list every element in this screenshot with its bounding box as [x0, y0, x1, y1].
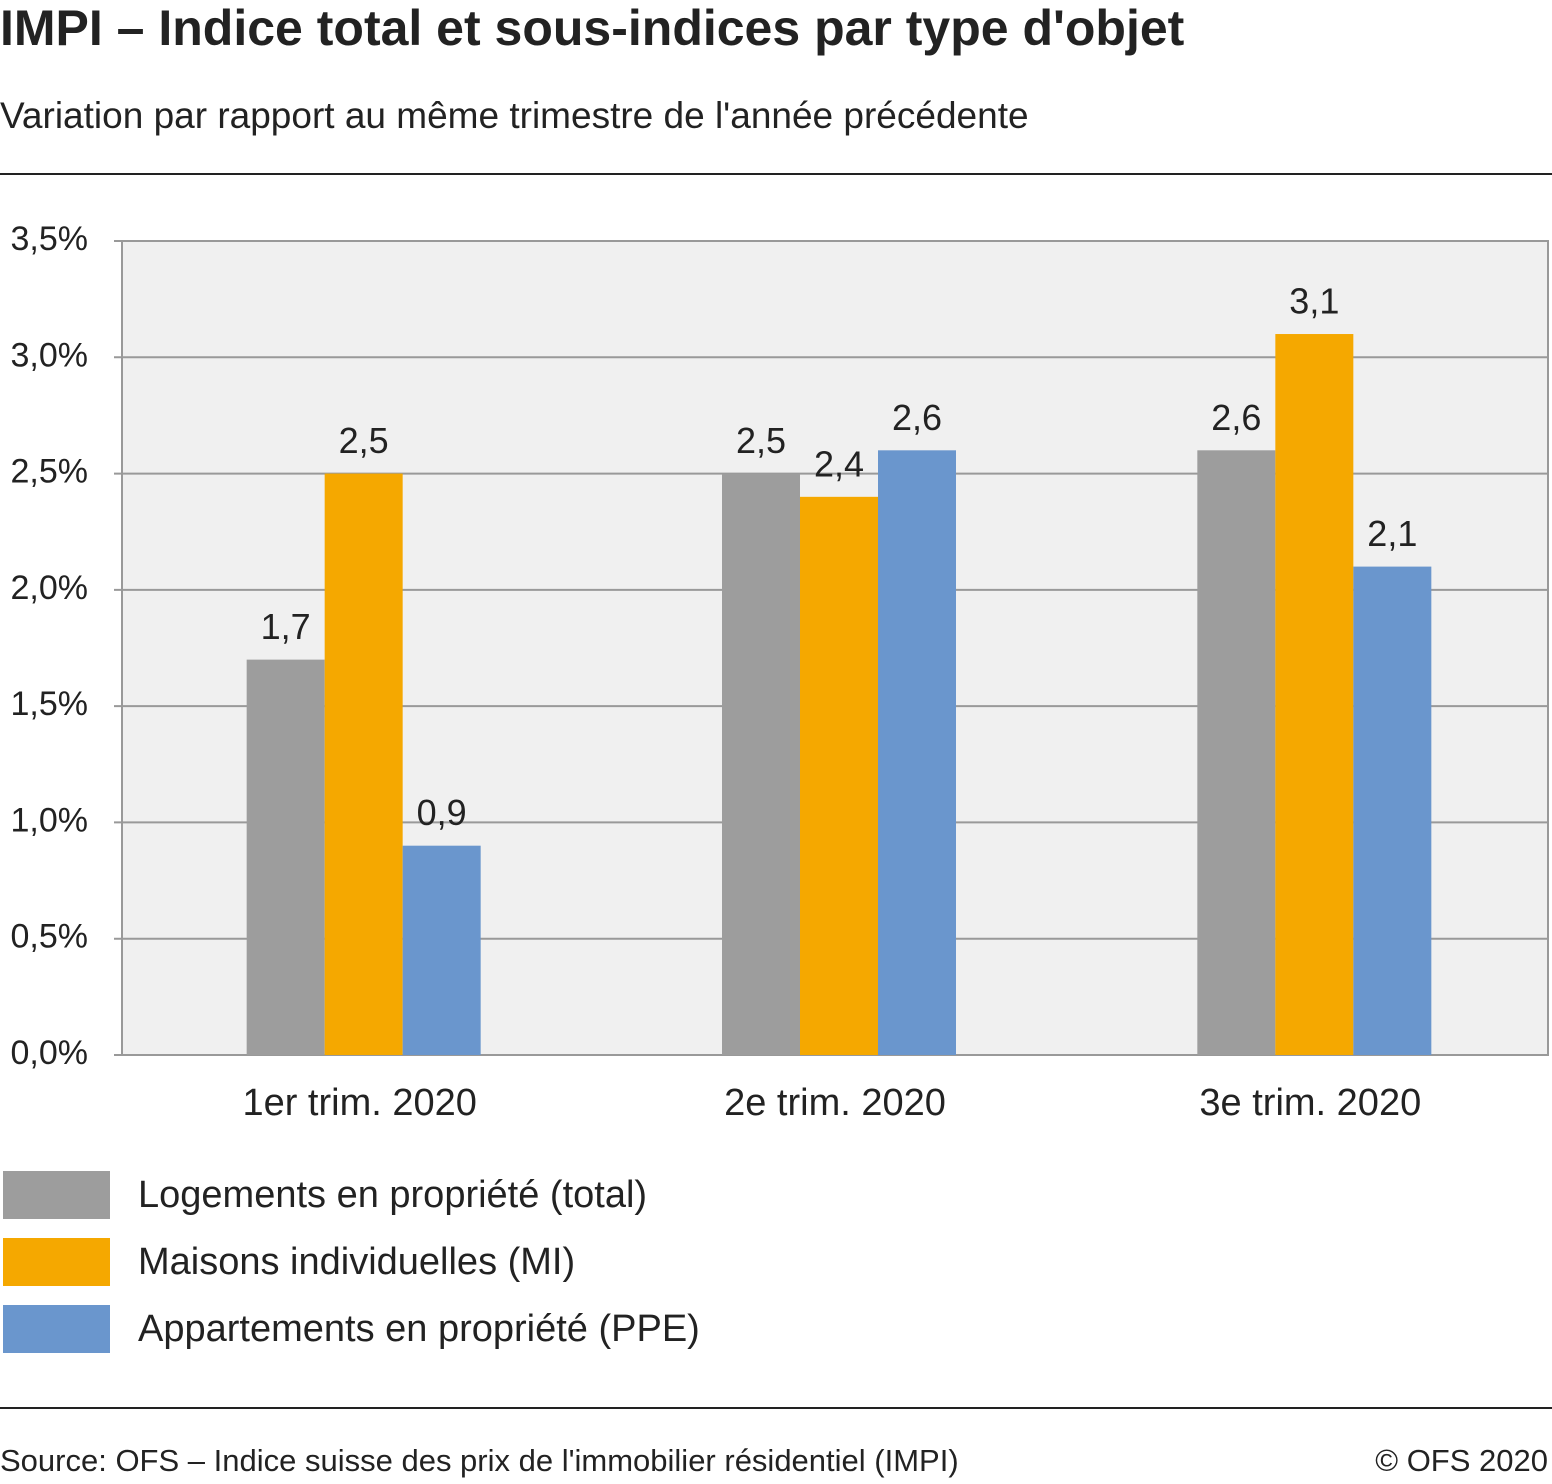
source: Source: OFS – Indice suisse des prix de …: [0, 1443, 959, 1478]
y-tick-label: 3,5%: [11, 220, 89, 258]
y-tick-label: 3,0%: [11, 336, 89, 374]
legend-swatch: [3, 1238, 110, 1286]
legend-label: Appartements en propriété (PPE): [138, 1308, 700, 1350]
value-label: 2,5: [736, 420, 786, 461]
y-tick-label: 1,0%: [11, 801, 89, 839]
chart-title: IMPI – Indice total et sous-indices par …: [0, 0, 1185, 56]
y-tick-label: 1,5%: [11, 685, 89, 723]
bar: [324, 473, 403, 1056]
bar: [1275, 334, 1354, 1055]
credit: © OFS 2020: [1375, 1443, 1548, 1478]
legend-label: Maisons individuelles (MI): [138, 1241, 575, 1283]
legend-swatch: [3, 1305, 110, 1353]
x-tick-label: 1er trim. 2020: [242, 1082, 476, 1124]
chart-subtitle: Variation par rapport au même trimestre …: [0, 95, 1029, 136]
y-tick-label: 0,0%: [11, 1034, 89, 1072]
x-tick-label: 3e trim. 2020: [1199, 1082, 1421, 1124]
value-label: 3,1: [1289, 281, 1339, 322]
value-label: 0,9: [417, 792, 467, 833]
bar: [722, 473, 800, 1056]
bar: [800, 496, 878, 1055]
x-tick-label: 2e trim. 2020: [724, 1082, 946, 1124]
value-label: 2,4: [814, 443, 864, 484]
value-label: 2,6: [1211, 397, 1261, 438]
bar: [1197, 450, 1276, 1055]
y-tick-label: 2,0%: [11, 569, 89, 607]
legend-label: Logements en propriété (total): [138, 1174, 647, 1216]
value-label: 2,6: [892, 397, 942, 438]
y-tick-label: 0,5%: [11, 918, 89, 956]
bar: [246, 659, 325, 1055]
value-label: 2,5: [339, 420, 389, 461]
value-label: 1,7: [261, 606, 311, 647]
legend-swatch: [3, 1171, 110, 1219]
y-tick-label: 2,5%: [11, 453, 89, 491]
value-label: 2,1: [1367, 513, 1417, 554]
bar: [402, 845, 481, 1055]
bar: [1353, 566, 1432, 1055]
bar: [878, 450, 956, 1055]
